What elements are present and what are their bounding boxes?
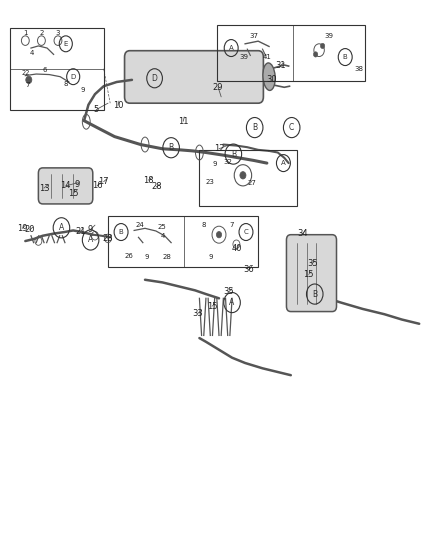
Text: 23: 23 — [102, 235, 113, 244]
Text: A: A — [230, 298, 235, 307]
Text: 36: 36 — [244, 265, 254, 274]
Text: 26: 26 — [124, 253, 133, 259]
Text: 18: 18 — [143, 175, 154, 184]
Ellipse shape — [263, 63, 275, 91]
Text: 9: 9 — [145, 254, 149, 260]
Text: 13: 13 — [39, 183, 49, 192]
Text: 38: 38 — [355, 66, 364, 72]
Text: 7: 7 — [230, 222, 234, 228]
Circle shape — [216, 231, 222, 238]
Text: 9: 9 — [75, 180, 80, 189]
Text: 14: 14 — [60, 181, 71, 190]
Circle shape — [240, 172, 246, 179]
Text: 21: 21 — [75, 227, 86, 236]
Text: E: E — [64, 41, 68, 47]
Bar — [10, 28, 104, 110]
Text: 39: 39 — [240, 54, 249, 60]
Text: 7: 7 — [25, 82, 30, 87]
Text: A: A — [229, 45, 233, 51]
Text: 15: 15 — [207, 302, 217, 311]
Text: B: B — [343, 54, 348, 60]
Text: 34: 34 — [297, 229, 308, 238]
Text: 15: 15 — [68, 189, 78, 198]
Text: 17: 17 — [99, 177, 109, 186]
Text: 23: 23 — [206, 179, 215, 184]
Text: 5: 5 — [94, 105, 99, 114]
Text: 6: 6 — [42, 67, 47, 74]
Text: 8: 8 — [201, 222, 206, 228]
Text: 11: 11 — [178, 117, 189, 126]
Text: B: B — [169, 143, 174, 152]
Circle shape — [314, 52, 318, 57]
Text: 32: 32 — [223, 158, 232, 165]
Text: 30: 30 — [267, 75, 277, 84]
Text: 35: 35 — [307, 259, 318, 268]
Text: D: D — [152, 74, 158, 83]
Text: B: B — [231, 150, 236, 159]
Text: 20: 20 — [25, 225, 35, 235]
Text: 15: 15 — [304, 270, 314, 279]
Text: 9: 9 — [88, 225, 93, 234]
Text: 37: 37 — [249, 34, 258, 39]
Text: 33: 33 — [193, 309, 204, 318]
Text: A: A — [88, 236, 93, 245]
Text: 10: 10 — [113, 101, 123, 110]
Text: 3: 3 — [56, 30, 60, 36]
Text: 31: 31 — [276, 61, 286, 69]
Text: 9: 9 — [208, 254, 212, 260]
Text: 41: 41 — [262, 54, 271, 60]
Text: 28: 28 — [162, 254, 171, 260]
Text: C: C — [289, 123, 294, 132]
Text: 9: 9 — [81, 87, 85, 93]
Text: 22: 22 — [21, 70, 30, 76]
Bar — [199, 150, 297, 206]
Text: 24: 24 — [135, 222, 144, 228]
Text: C: C — [244, 229, 248, 235]
Bar — [217, 25, 365, 81]
Circle shape — [26, 76, 32, 84]
Text: 4: 4 — [30, 50, 34, 56]
Text: D: D — [71, 74, 76, 79]
Text: 12: 12 — [214, 144, 224, 154]
Text: 28: 28 — [151, 182, 162, 191]
Text: 16: 16 — [92, 181, 102, 190]
FancyBboxPatch shape — [286, 235, 336, 312]
Text: 19: 19 — [17, 224, 28, 233]
Text: 25: 25 — [157, 224, 166, 230]
Text: 2: 2 — [39, 30, 44, 36]
FancyBboxPatch shape — [39, 168, 93, 204]
Text: 27: 27 — [247, 180, 256, 186]
FancyBboxPatch shape — [124, 51, 263, 103]
Text: 8: 8 — [64, 80, 68, 86]
Text: A: A — [281, 160, 286, 166]
Text: 40: 40 — [232, 244, 243, 253]
Text: 35: 35 — [223, 287, 234, 296]
Text: 39: 39 — [325, 33, 334, 39]
Text: A: A — [59, 223, 64, 232]
Circle shape — [321, 43, 325, 49]
Text: 29: 29 — [213, 83, 223, 92]
Text: 1: 1 — [23, 30, 28, 36]
Text: B: B — [119, 229, 124, 235]
Text: 9: 9 — [212, 161, 217, 167]
Text: B: B — [312, 289, 317, 298]
Bar — [108, 216, 258, 266]
Text: 4: 4 — [160, 233, 165, 239]
Text: B: B — [252, 123, 257, 132]
